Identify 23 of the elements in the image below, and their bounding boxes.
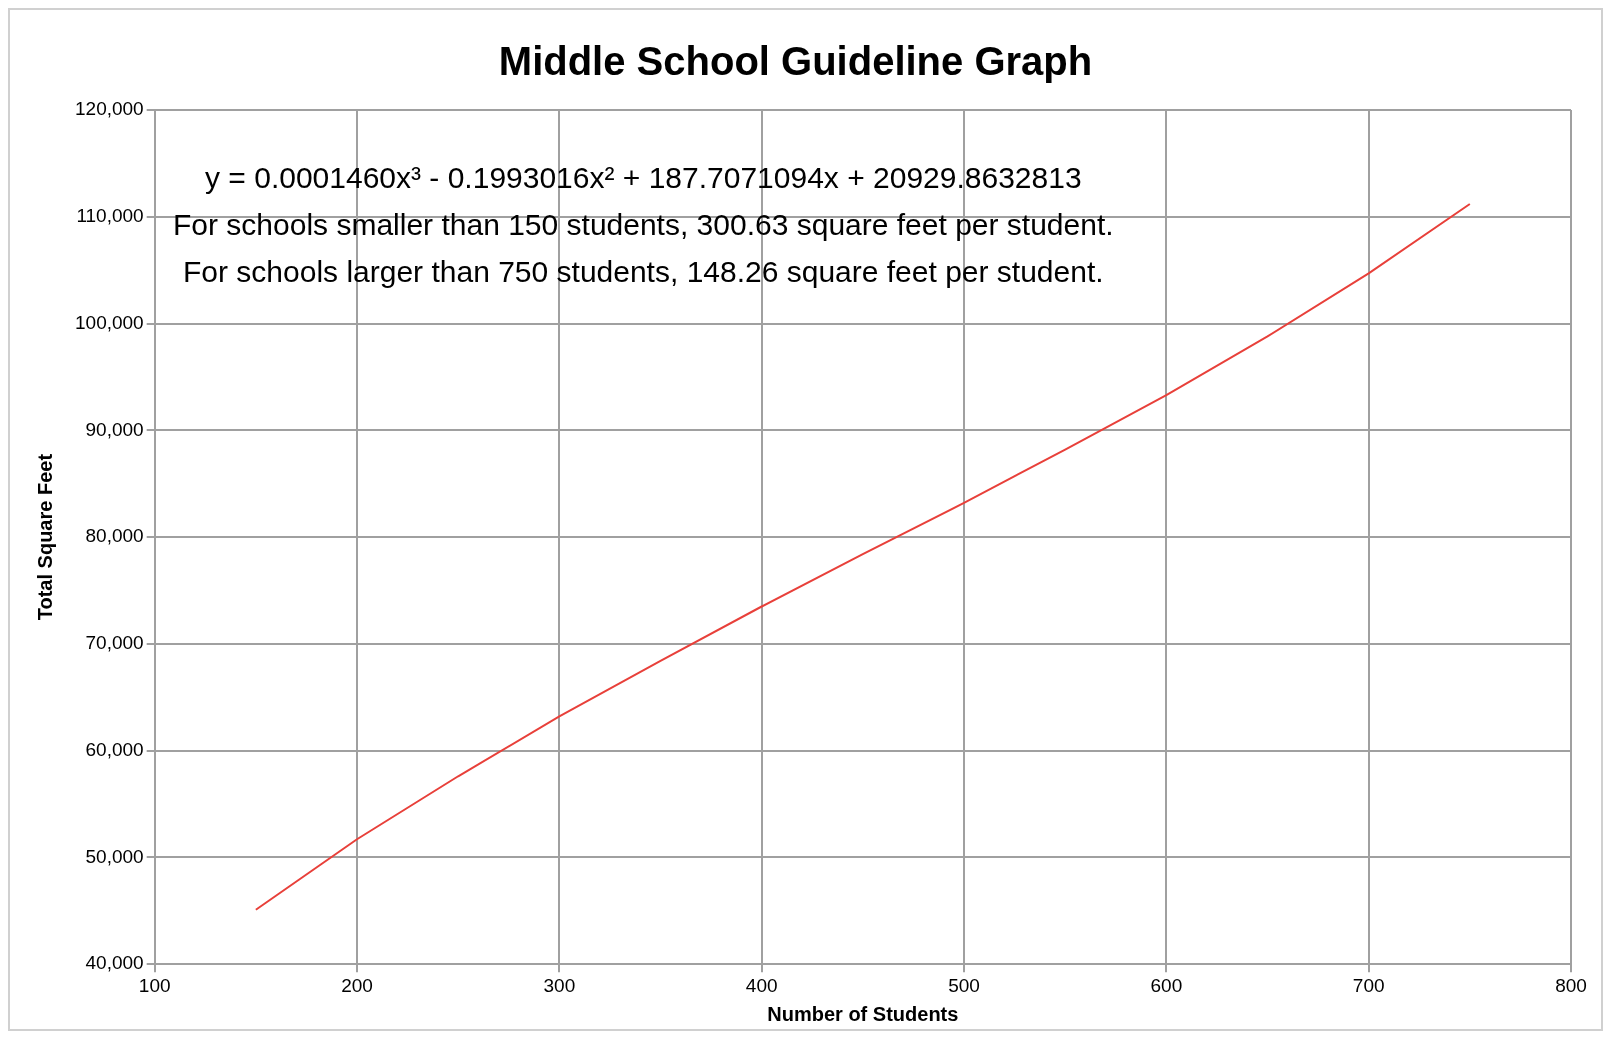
y-tick-label: 110,000 [76,205,144,227]
annotation: For schools smaller than 150 students, 300.63 square feet per student. [173,208,1114,242]
x-tick-label: 600 [1150,974,1183,996]
y-tick-label: 90,000 [85,418,144,440]
x-tick-label: 500 [948,974,980,996]
x-tick-label: 800 [1555,974,1587,996]
x-tick-label: 300 [543,974,576,996]
y-tick-label: 40,000 [85,952,144,974]
annotation: y = 0.0001460x³ - 0.1993016x² + 187.7071094x + 20929.8632813 [205,161,1082,195]
x-tick-label: 400 [745,974,778,996]
y-tick-label: 120,000 [74,98,144,120]
annotation: For schools larger than 750 students, 148.26 square feet per student. [183,255,1104,289]
y-tick-label: 100,000 [74,311,144,333]
x-tick-label: 100 [138,974,171,996]
y-tick-label: 60,000 [85,738,144,760]
y-tick-label: 70,000 [85,632,144,654]
y-axis-title: Total Square Feet [33,453,56,621]
y-tick-label: 80,000 [85,525,144,547]
x-tick-label: 200 [341,974,373,996]
x-tick-label: 700 [1352,974,1385,996]
x-axis-title: Number of Students [767,1002,959,1025]
chart-title: Middle School Guideline Graph [498,39,1093,84]
y-tick-label: 50,000 [85,845,144,867]
